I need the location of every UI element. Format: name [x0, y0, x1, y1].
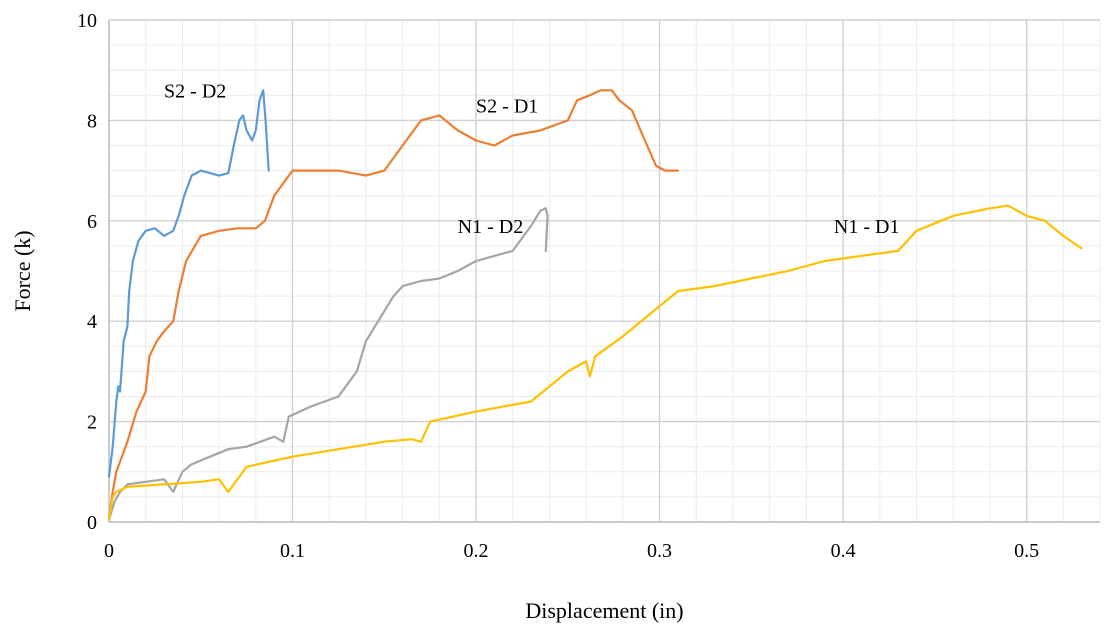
series-line-3 [107, 204, 1083, 521]
y-tick-label: 0 [87, 512, 97, 534]
series-label-1: S2 - D1 [476, 95, 538, 117]
y-tick-label: 4 [87, 311, 97, 333]
x-axis-title: Displacement (in) [525, 598, 683, 623]
series-line-1 [107, 89, 679, 521]
series-label-0: S2 - D2 [164, 80, 226, 102]
x-tick-label: 0.5 [1014, 540, 1039, 562]
x-tick-label: 0.1 [280, 540, 305, 562]
x-tick-label: 0.4 [831, 540, 856, 562]
axes [108, 20, 1100, 523]
series-line-2 [107, 207, 549, 521]
series-label-3: N1 - D1 [834, 216, 900, 238]
series-label-2: N1 - D2 [458, 216, 524, 238]
series-line-0 [107, 89, 270, 478]
y-tick-label: 6 [87, 211, 97, 233]
minor-gridlines [108, 19, 1101, 523]
series-layer [107, 89, 1083, 521]
y-tick-label: 2 [87, 412, 97, 434]
x-tick-labels: 0 0.1 0.2 0.3 0.4 0.5 [104, 540, 1039, 562]
y-tick-label: 10 [77, 10, 97, 32]
y-tick-label: 8 [87, 110, 97, 132]
series-labels: S2 - D2 S2 - D1 N1 - D2 N1 - D1 [164, 80, 899, 238]
y-axis-title: Force (k) [10, 230, 35, 311]
y-tick-labels: 0 2 4 6 8 10 [77, 10, 97, 534]
x-tick-label: 0.3 [647, 540, 672, 562]
x-tick-label: 0.2 [464, 540, 489, 562]
x-tick-label: 0 [104, 540, 114, 562]
